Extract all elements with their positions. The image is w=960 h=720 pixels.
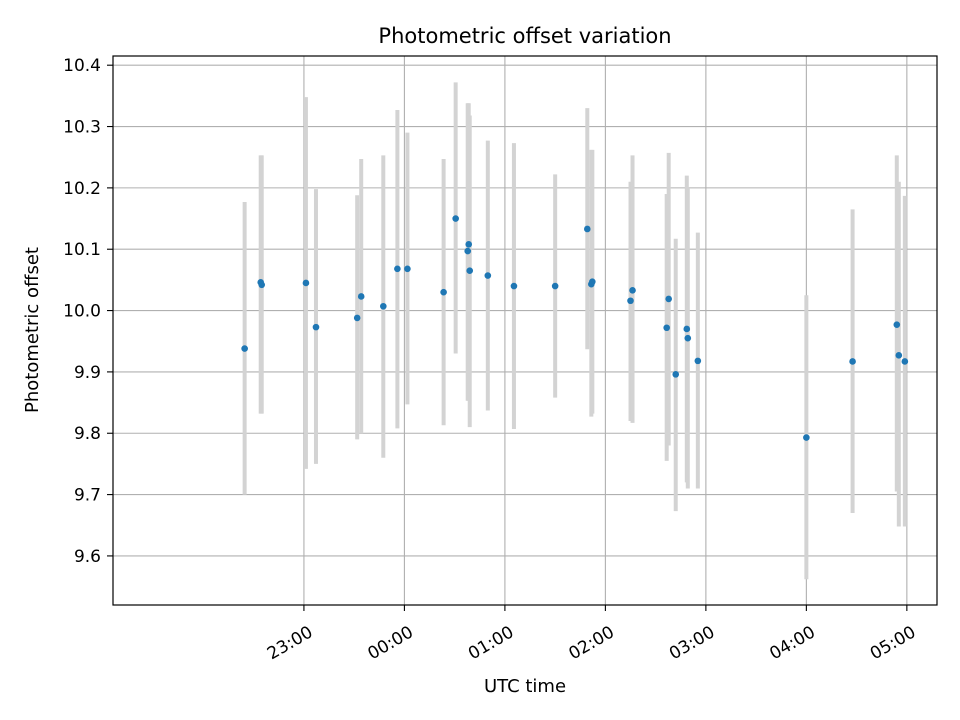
data-point xyxy=(893,321,901,328)
data-point xyxy=(452,215,459,222)
data-point xyxy=(394,265,401,273)
y-tick-label: 10.4 xyxy=(63,56,101,76)
chart-title: Photometric offset variation xyxy=(378,24,671,48)
data-point xyxy=(584,225,591,233)
data-point xyxy=(663,324,670,332)
y-tick-label: 9.9 xyxy=(74,363,101,383)
y-tick-label: 10.0 xyxy=(63,302,101,322)
data-point xyxy=(694,357,702,365)
plot-area-frame xyxy=(112,55,938,606)
data-point xyxy=(901,358,909,365)
y-tick-label: 9.8 xyxy=(74,424,101,444)
data-points xyxy=(241,215,909,441)
x-axis-label: UTC time xyxy=(484,676,566,697)
data-point xyxy=(464,247,472,255)
y-tick-label: 9.7 xyxy=(74,486,101,506)
data-point xyxy=(684,334,692,342)
data-point xyxy=(627,297,634,305)
data-point xyxy=(510,282,518,290)
y-tick-label: 10.3 xyxy=(63,118,101,138)
data-point xyxy=(466,267,474,274)
data-point xyxy=(589,278,596,286)
data-point xyxy=(683,325,691,333)
data-point xyxy=(849,358,856,365)
data-point xyxy=(380,302,387,310)
data-point xyxy=(241,345,248,352)
y-tick-label: 10.1 xyxy=(63,240,101,260)
y-tick-label: 9.6 xyxy=(74,547,101,567)
y-axis: 9.6 9.7 9.8 9.9 10.0 10.1 10.2 10.3 10.4 xyxy=(63,56,113,567)
data-point xyxy=(551,282,559,290)
data-point xyxy=(672,371,680,378)
data-point xyxy=(312,323,320,331)
data-point xyxy=(258,281,266,289)
data-point xyxy=(404,265,411,273)
data-point xyxy=(629,287,636,294)
y-tick-label: 10.2 xyxy=(63,179,101,199)
y-axis-label: Photometric offset xyxy=(22,247,43,413)
data-point xyxy=(803,434,810,441)
data-point xyxy=(895,352,903,359)
data-point xyxy=(353,314,361,322)
data-point xyxy=(465,241,473,248)
data-point xyxy=(357,293,365,300)
data-point xyxy=(440,288,447,296)
data-point xyxy=(665,295,672,303)
data-point xyxy=(302,279,310,287)
data-point xyxy=(484,272,492,279)
